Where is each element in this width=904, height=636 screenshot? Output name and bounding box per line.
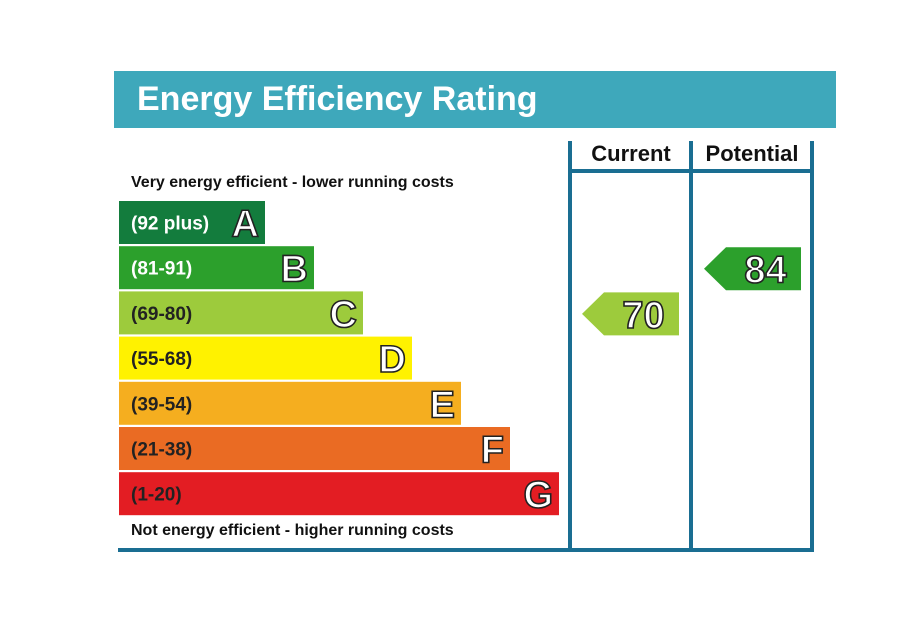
current-rating-arrow	[582, 292, 679, 336]
band-a-bar	[119, 201, 265, 244]
band-e-range: (39-54)	[131, 394, 192, 415]
band-f-letter: F	[481, 430, 504, 472]
band-b-bar	[119, 246, 314, 290]
current-rating-value: 70	[622, 295, 664, 337]
table-frame	[118, 141, 814, 552]
band-a-letter: A	[232, 204, 259, 246]
band-g-range: (1-20)	[131, 485, 182, 506]
chart-title: Energy Efficiency Rating	[137, 80, 538, 118]
band-c-range: (69-80)	[131, 304, 192, 325]
bottom-note: Not energy efficient - higher running co…	[131, 522, 454, 539]
band-c-letter: C	[330, 294, 357, 336]
band-b-range: (81-91)	[131, 259, 192, 280]
column-header-potential: Potential	[706, 141, 799, 166]
band-e-letter: E	[430, 384, 455, 426]
band-c-bar	[119, 291, 363, 335]
potential-rating-arrow	[704, 247, 801, 291]
band-f-range: (21-38)	[131, 440, 192, 461]
rating-bands: (92 plus) A (81-91) B (69-80) C (55-68) D (39-54…	[119, 201, 559, 518]
title-bar	[114, 71, 836, 128]
top-note: Very energy efficient - lower running co…	[131, 174, 454, 191]
band-a-range: (92 plus)	[131, 214, 209, 235]
band-e-bar	[119, 381, 461, 425]
potential-rating-value: 84	[744, 250, 786, 292]
band-g-bar	[119, 472, 559, 516]
band-g-letter: G	[523, 475, 553, 517]
band-d-bar	[119, 336, 412, 380]
band-f-bar	[119, 427, 510, 470]
band-d-letter: D	[379, 339, 406, 381]
rating-arrows: 70 84	[582, 247, 801, 338]
band-b-letter: B	[281, 249, 308, 291]
band-d-range: (55-68)	[131, 349, 192, 370]
column-header-current: Current	[591, 141, 671, 166]
